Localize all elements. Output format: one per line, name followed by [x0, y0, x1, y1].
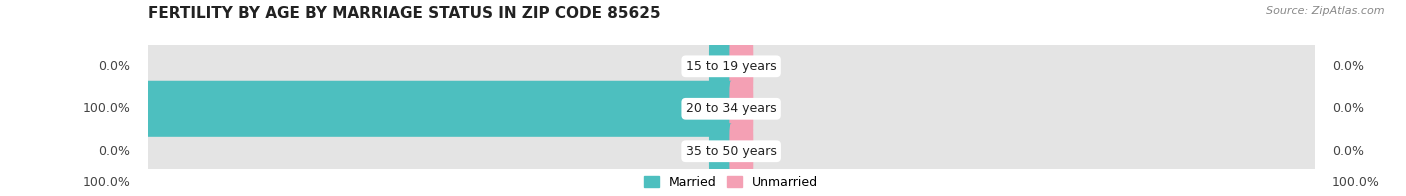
Text: 15 to 19 years: 15 to 19 years — [686, 60, 776, 73]
Text: Source: ZipAtlas.com: Source: ZipAtlas.com — [1267, 6, 1385, 16]
Text: 0.0%: 0.0% — [98, 145, 131, 158]
FancyBboxPatch shape — [730, 81, 754, 137]
Text: 0.0%: 0.0% — [1331, 102, 1364, 115]
FancyBboxPatch shape — [730, 38, 754, 94]
Text: 0.0%: 0.0% — [98, 60, 131, 73]
Text: 100.0%: 100.0% — [1331, 176, 1381, 189]
FancyBboxPatch shape — [146, 81, 733, 137]
FancyBboxPatch shape — [730, 123, 754, 179]
FancyBboxPatch shape — [145, 72, 1317, 145]
Legend: Married, Unmarried: Married, Unmarried — [640, 171, 823, 194]
FancyBboxPatch shape — [709, 81, 733, 137]
Text: 0.0%: 0.0% — [1331, 60, 1364, 73]
FancyBboxPatch shape — [145, 115, 1317, 188]
Text: 100.0%: 100.0% — [82, 176, 131, 189]
FancyBboxPatch shape — [709, 38, 733, 94]
Text: 0.0%: 0.0% — [1331, 145, 1364, 158]
Text: 20 to 34 years: 20 to 34 years — [686, 102, 776, 115]
Text: 35 to 50 years: 35 to 50 years — [686, 145, 776, 158]
FancyBboxPatch shape — [145, 30, 1317, 103]
Text: FERTILITY BY AGE BY MARRIAGE STATUS IN ZIP CODE 85625: FERTILITY BY AGE BY MARRIAGE STATUS IN Z… — [148, 6, 661, 21]
FancyBboxPatch shape — [709, 123, 733, 179]
Text: 100.0%: 100.0% — [82, 102, 131, 115]
